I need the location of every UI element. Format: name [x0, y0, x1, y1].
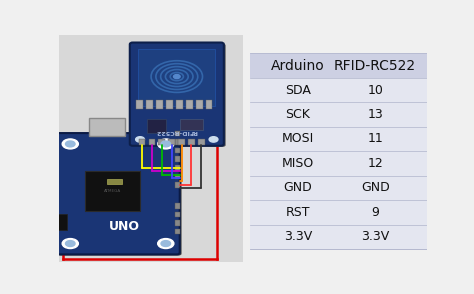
Bar: [175, 212, 181, 217]
Bar: [175, 156, 181, 162]
Bar: [250, 176, 427, 200]
Circle shape: [62, 139, 78, 149]
Bar: [59, 35, 243, 262]
Circle shape: [158, 139, 174, 149]
Bar: [147, 119, 166, 133]
Bar: [107, 179, 122, 184]
Bar: [175, 220, 181, 226]
Circle shape: [65, 240, 75, 246]
Bar: [175, 148, 181, 153]
Bar: [206, 100, 212, 109]
Bar: [250, 54, 427, 78]
Bar: [175, 182, 181, 188]
Bar: [250, 78, 427, 102]
Text: RST: RST: [286, 206, 310, 219]
Bar: [85, 171, 140, 211]
Bar: [178, 139, 185, 145]
Bar: [175, 173, 181, 179]
Bar: [175, 165, 181, 171]
Bar: [168, 139, 175, 145]
FancyBboxPatch shape: [56, 133, 180, 254]
Bar: [250, 151, 427, 176]
Circle shape: [158, 238, 174, 248]
Text: SDA: SDA: [285, 83, 311, 96]
Bar: [198, 139, 205, 145]
Bar: [250, 127, 427, 151]
Bar: [175, 139, 181, 145]
Bar: [176, 100, 182, 109]
Text: 3.3V: 3.3V: [361, 230, 389, 243]
Bar: [55, 214, 66, 230]
Bar: [89, 118, 125, 136]
Text: 10: 10: [367, 83, 383, 96]
Bar: [175, 131, 181, 136]
Bar: [138, 139, 145, 145]
Bar: [156, 100, 163, 109]
Bar: [186, 100, 192, 109]
Text: MOSI: MOSI: [282, 133, 314, 146]
Bar: [137, 100, 143, 109]
FancyBboxPatch shape: [130, 43, 224, 146]
Text: 9: 9: [371, 206, 379, 219]
Bar: [175, 203, 181, 209]
Text: Arduino: Arduino: [271, 59, 325, 73]
Bar: [250, 200, 427, 225]
Text: SCK: SCK: [286, 108, 310, 121]
Circle shape: [161, 240, 171, 246]
Text: MISO: MISO: [282, 157, 314, 170]
Bar: [196, 100, 202, 109]
Text: ATMEGA: ATMEGA: [104, 189, 121, 193]
Circle shape: [161, 141, 171, 147]
FancyBboxPatch shape: [58, 134, 182, 255]
Bar: [188, 139, 195, 145]
Text: GND: GND: [283, 181, 312, 194]
Bar: [158, 139, 165, 145]
Circle shape: [65, 141, 75, 147]
Text: 11: 11: [367, 133, 383, 146]
Text: RFID-RC522: RFID-RC522: [156, 129, 198, 134]
Circle shape: [62, 238, 78, 248]
Text: 13: 13: [367, 108, 383, 121]
Bar: [138, 49, 215, 106]
Circle shape: [209, 137, 218, 142]
FancyBboxPatch shape: [132, 44, 226, 147]
Text: GND: GND: [361, 181, 390, 194]
Text: 12: 12: [367, 157, 383, 170]
Bar: [181, 119, 202, 130]
Bar: [250, 225, 427, 249]
Bar: [250, 102, 427, 127]
Text: RFID-RC522: RFID-RC522: [334, 59, 416, 73]
Text: UNO: UNO: [109, 220, 139, 233]
Bar: [166, 100, 173, 109]
Circle shape: [173, 75, 180, 78]
Bar: [148, 139, 155, 145]
Circle shape: [136, 137, 145, 142]
Bar: [146, 100, 153, 109]
Bar: [175, 229, 181, 235]
Text: 3.3V: 3.3V: [284, 230, 312, 243]
